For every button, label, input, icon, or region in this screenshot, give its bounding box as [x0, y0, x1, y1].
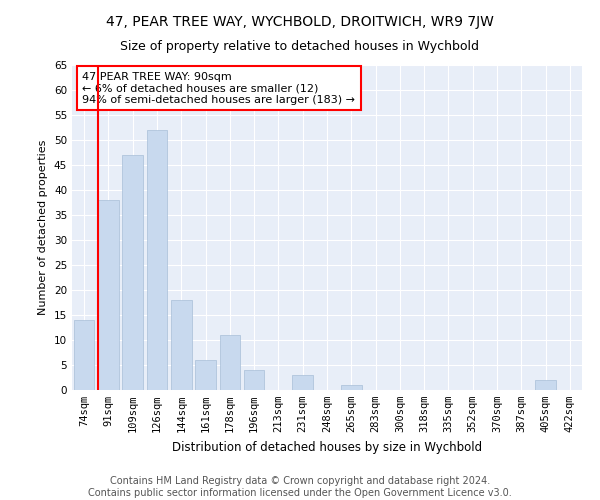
Bar [292, 375, 313, 390]
Bar [244, 370, 265, 390]
Bar [171, 300, 191, 390]
Text: 47, PEAR TREE WAY, WYCHBOLD, DROITWICH, WR9 7JW: 47, PEAR TREE WAY, WYCHBOLD, DROITWICH, … [106, 15, 494, 29]
Bar [535, 380, 556, 390]
Bar [98, 200, 119, 390]
Bar [220, 335, 240, 390]
Bar [195, 360, 216, 390]
Bar [122, 155, 143, 390]
Bar [74, 320, 94, 390]
Text: 47 PEAR TREE WAY: 90sqm
← 6% of detached houses are smaller (12)
94% of semi-det: 47 PEAR TREE WAY: 90sqm ← 6% of detached… [82, 72, 355, 104]
Y-axis label: Number of detached properties: Number of detached properties [38, 140, 49, 315]
Text: Size of property relative to detached houses in Wychbold: Size of property relative to detached ho… [121, 40, 479, 53]
Bar [341, 385, 362, 390]
Text: Contains HM Land Registry data © Crown copyright and database right 2024.
Contai: Contains HM Land Registry data © Crown c… [88, 476, 512, 498]
Bar [146, 130, 167, 390]
X-axis label: Distribution of detached houses by size in Wychbold: Distribution of detached houses by size … [172, 440, 482, 454]
